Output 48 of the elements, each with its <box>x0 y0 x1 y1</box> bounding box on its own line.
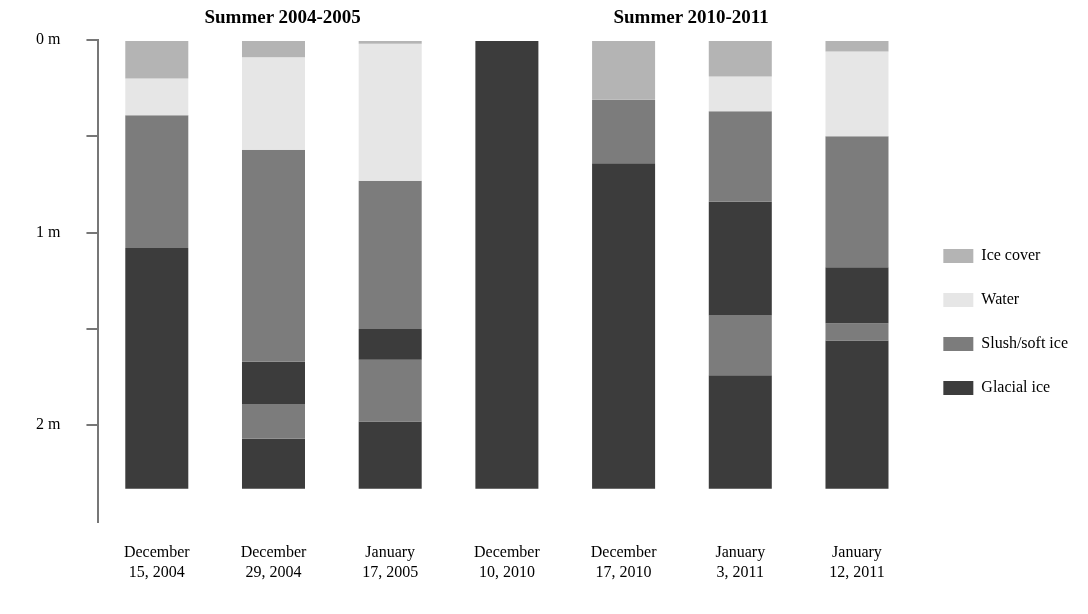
bar <box>358 41 422 44</box>
bar <box>241 361 305 405</box>
legend-label: Slush/soft ice <box>981 334 1069 352</box>
text: Summer 2004-2005 <box>204 5 361 27</box>
bar <box>825 267 889 324</box>
bar <box>358 328 422 360</box>
bar <box>358 359 422 422</box>
x-tick-label: December 29, 2004 <box>240 543 308 580</box>
bar <box>241 438 305 489</box>
bar <box>825 51 889 137</box>
x-tick-label: December 15, 2004 <box>123 543 191 580</box>
bar <box>125 78 189 116</box>
y-tick-label: 1 m <box>35 222 61 240</box>
x-tick-label: January 12, 2011 <box>829 543 885 580</box>
bar <box>592 163 656 489</box>
bar <box>241 149 305 362</box>
y-tick-label: 2 m <box>35 415 61 433</box>
bar <box>358 421 422 489</box>
bar <box>825 323 889 341</box>
x-tick-label: December 10, 2010 <box>474 543 541 580</box>
bar <box>475 41 539 489</box>
bar <box>125 248 189 489</box>
bar <box>592 41 656 100</box>
bar <box>708 375 772 489</box>
bar <box>825 41 889 52</box>
legend-label: Ice cover <box>981 246 1042 264</box>
bar <box>708 111 772 202</box>
bar <box>241 404 305 439</box>
x-tick-label: December 17, 2010 <box>590 543 658 580</box>
bar <box>708 41 772 77</box>
bar <box>592 99 656 164</box>
x-tick-label: January 17, 2005 <box>362 543 419 580</box>
y-tick-label: 0 m <box>35 30 61 48</box>
bar <box>358 43 422 181</box>
bar <box>241 57 305 150</box>
legend-label: Glacial ice <box>981 378 1051 396</box>
bar <box>125 115 189 249</box>
bar <box>708 315 772 376</box>
bar <box>825 340 889 489</box>
bar <box>358 180 422 329</box>
bar <box>241 41 305 58</box>
bar <box>125 41 189 79</box>
bar <box>708 201 772 316</box>
legend-label: Water <box>981 290 1020 308</box>
x-tick-label: January 3, 2011 <box>715 543 766 580</box>
text: Summer 2010-2011 <box>613 5 769 27</box>
bar <box>825 136 889 268</box>
bar <box>708 76 772 112</box>
